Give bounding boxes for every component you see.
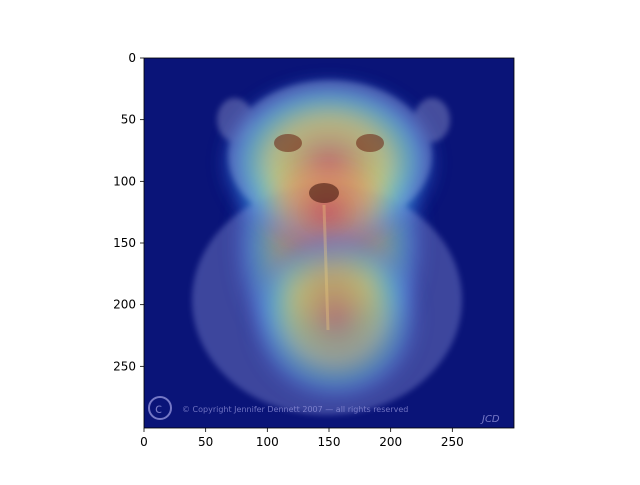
y-tick-label: 50 <box>121 113 136 127</box>
x-tick-label: 50 <box>198 435 213 449</box>
watermark: c © Copyright Jennifer Dennett 2007 — al… <box>148 396 500 425</box>
x-tick-label: 0 <box>140 435 148 449</box>
y-tick-label: 0 <box>128 51 136 65</box>
y-axis: 0 50 100 150 200 250 <box>113 51 144 373</box>
x-tick-label: 100 <box>256 435 279 449</box>
y-tick-label: 100 <box>113 174 136 188</box>
x-tick-label: 200 <box>379 435 402 449</box>
y-tick-label: 200 <box>113 298 136 312</box>
heatmap-image: c © Copyright Jennifer Dennett 2007 — al… <box>144 58 514 428</box>
x-tick-label: 250 <box>441 435 464 449</box>
x-tick-label: 150 <box>318 435 341 449</box>
meerkat-silhouette <box>192 80 462 415</box>
svg-text:c: c <box>155 402 162 417</box>
face-features <box>274 134 384 331</box>
y-tick-label: 150 <box>113 236 136 250</box>
x-axis: 0 50 100 150 200 250 <box>140 428 464 449</box>
signature-text: JCD <box>480 414 500 425</box>
watermark-text: © Copyright Jennifer Dennett 2007 — all … <box>182 405 408 414</box>
y-tick-label: 250 <box>113 359 136 373</box>
